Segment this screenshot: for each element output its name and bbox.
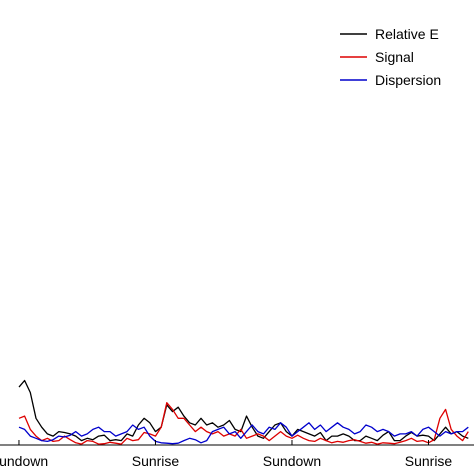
x-tick-label: Sunrise (132, 453, 180, 469)
legend-label-1: Signal (375, 49, 414, 65)
chart-series-group (18, 379, 469, 445)
x-tick-label: Sundown (0, 453, 48, 469)
series-line-2 (18, 422, 469, 445)
x-tick-label: Sunrise (405, 453, 453, 469)
chart-x-ticks: Sundown Sunrise Sundown Sunrise (0, 440, 452, 469)
series-line-0 (18, 379, 469, 442)
series-line-1 (18, 402, 469, 445)
chart-legend: Relative E Signal Dispersion (340, 26, 441, 88)
legend-label-0: Relative E (375, 26, 439, 42)
x-tick-label: Sundown (263, 453, 321, 469)
legend-label-2: Dispersion (375, 72, 441, 88)
